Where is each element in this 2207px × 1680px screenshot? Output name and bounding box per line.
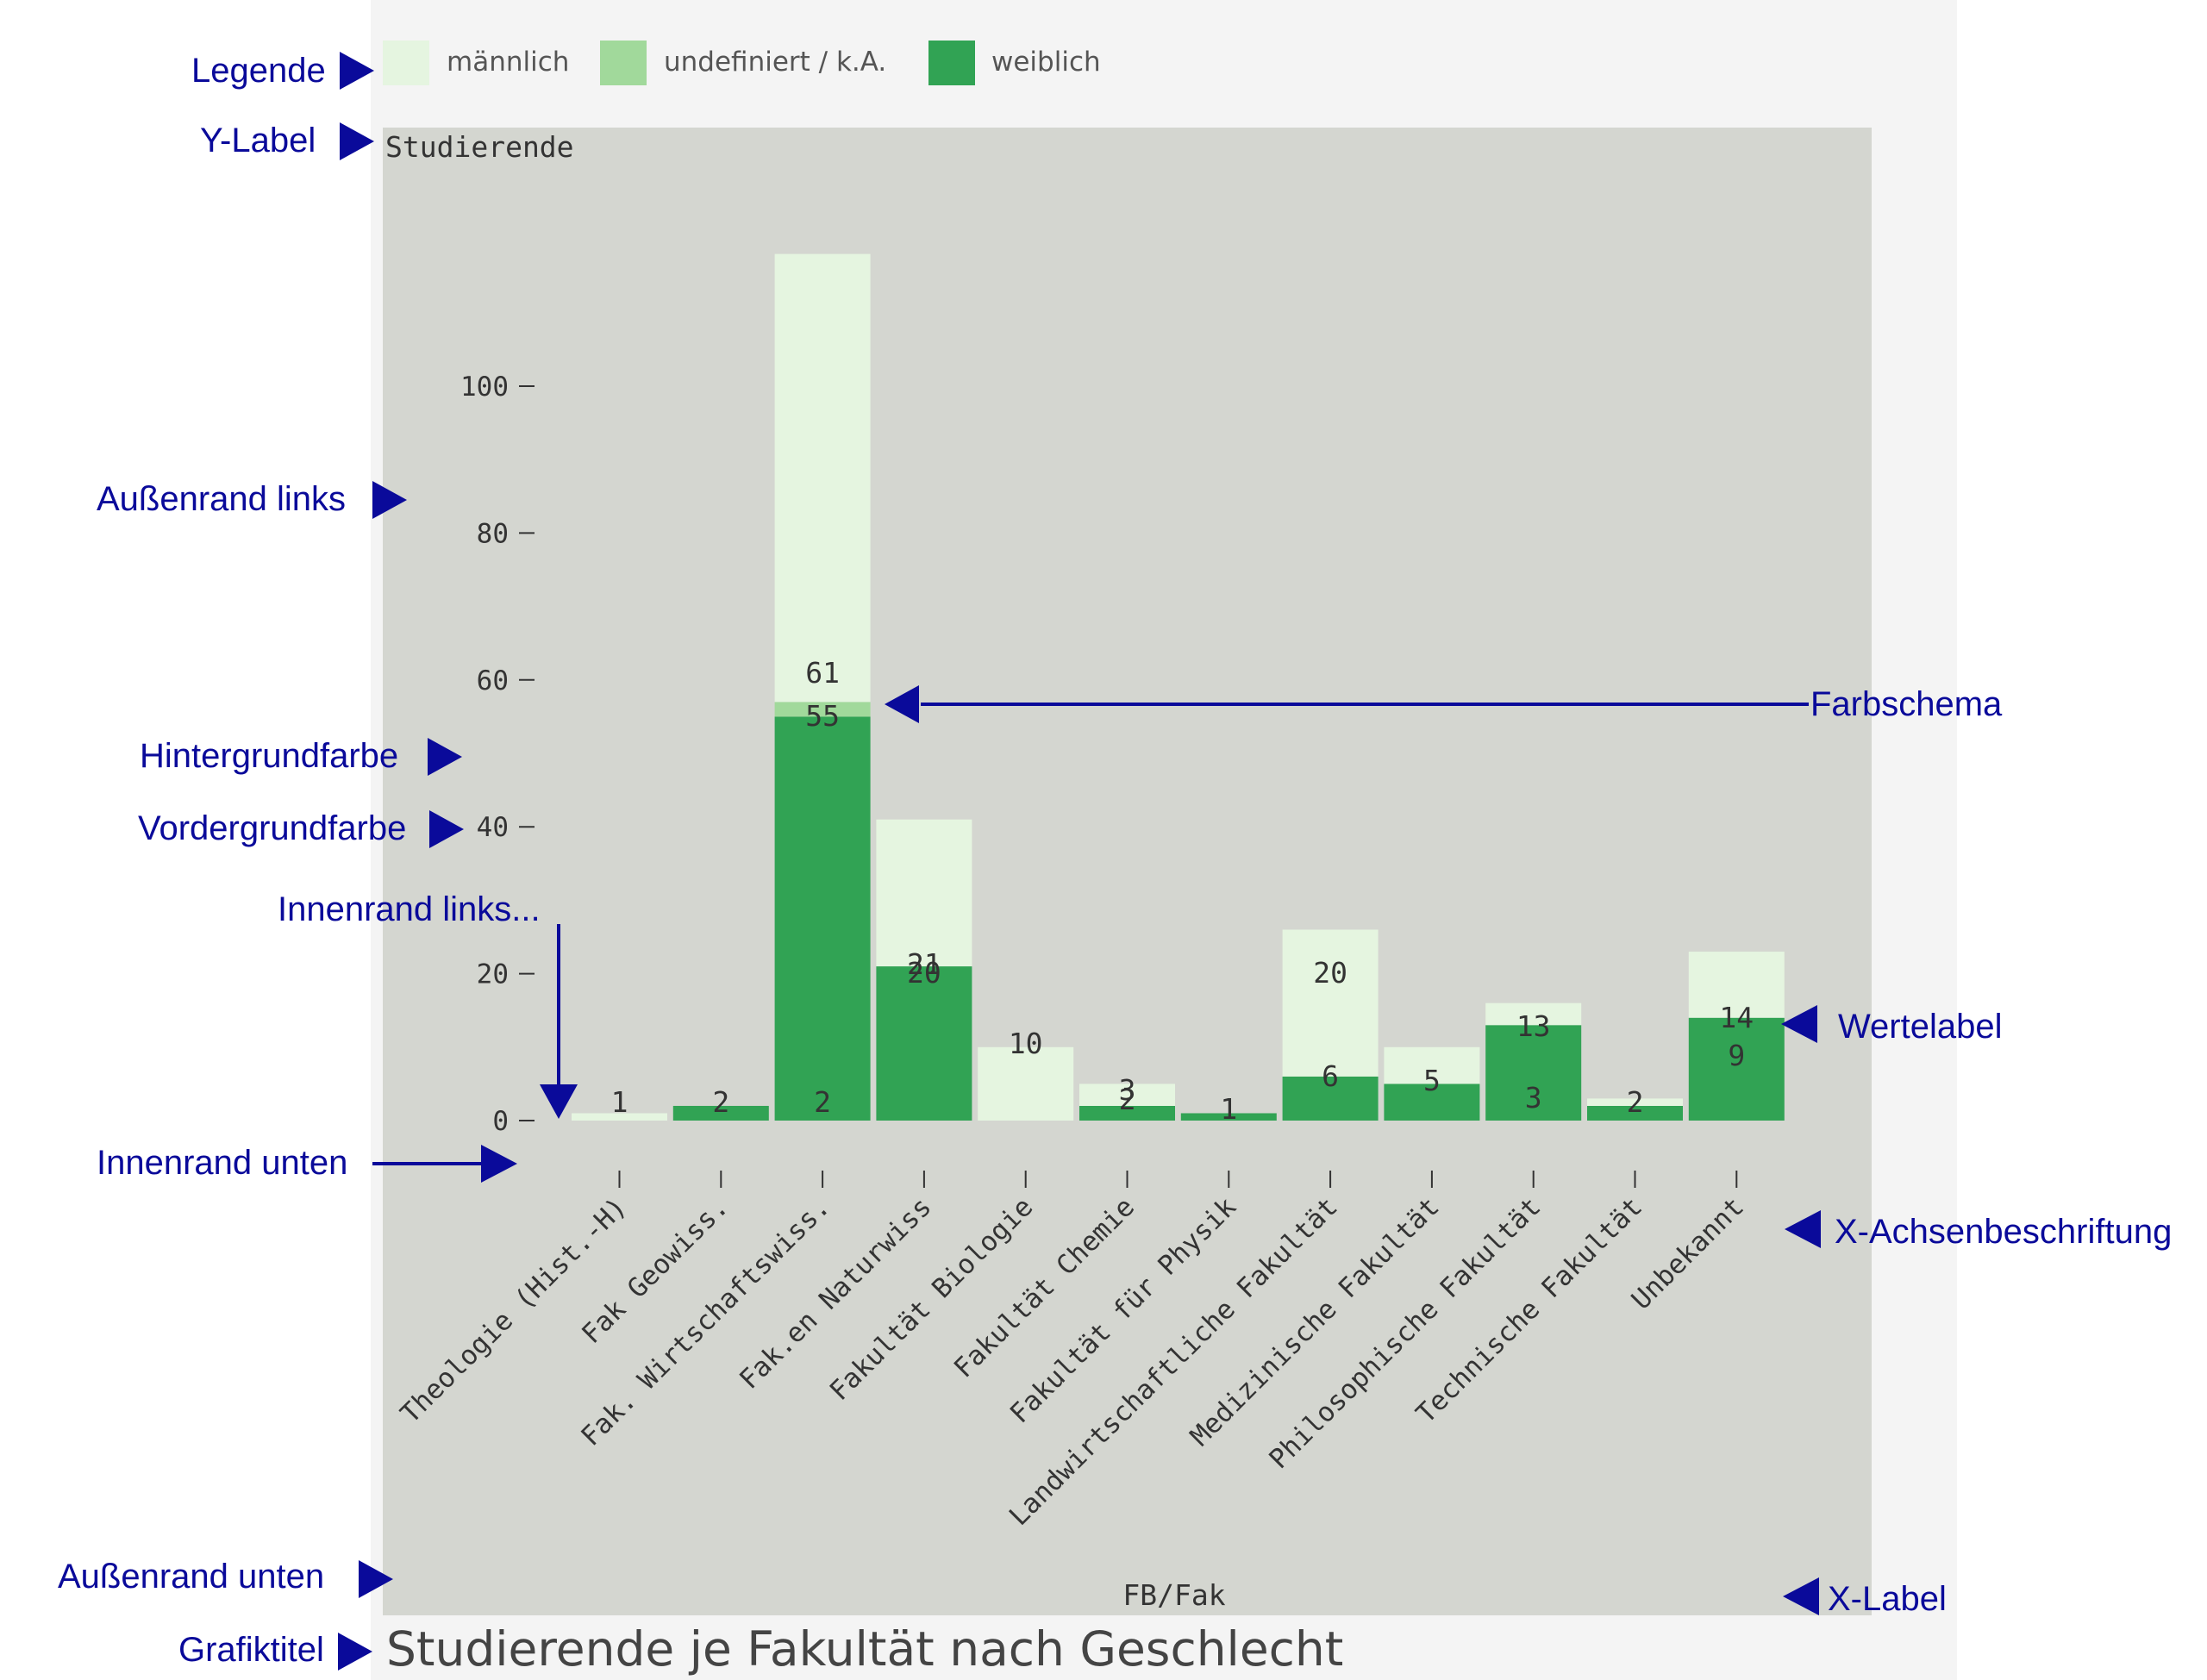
value-label: 6	[1322, 1059, 1339, 1093]
arrow-icon	[338, 1633, 372, 1671]
arrow-icon	[359, 1560, 393, 1598]
value-label: 5	[1423, 1064, 1441, 1097]
arrow-icon	[340, 122, 374, 160]
legend-label-undefiniert: undefiniert / k.A.	[664, 47, 886, 78]
value-label: 3	[1525, 1081, 1542, 1115]
bar-segment	[1282, 929, 1379, 1077]
plot-background	[383, 128, 1872, 1615]
chart-title: Studierende je Fakultät nach Geschlecht	[386, 1621, 1343, 1677]
annotations: Legende Y-Label Außenrand links Hintergr…	[58, 52, 2172, 1671]
bar-segment	[774, 253, 871, 703]
y-tick-label: 0	[492, 1106, 509, 1137]
annotation-innenrand-links: Innenrand links...	[278, 890, 541, 928]
arrow-icon	[1785, 1210, 1821, 1248]
bar-segment	[876, 966, 972, 1121]
y-axis-label: Studierende	[385, 130, 574, 164]
value-label: 9	[1728, 1039, 1745, 1072]
bar-segment	[1079, 1105, 1175, 1121]
arrow-icon	[885, 685, 919, 723]
arrow-icon	[1781, 1005, 1817, 1043]
arrow-icon	[540, 1084, 578, 1119]
value-label: 2	[712, 1085, 729, 1119]
value-label: 2	[1627, 1085, 1644, 1119]
annotation-hintergrundfarbe: Hintergrundfarbe	[140, 737, 398, 775]
bar-segment	[1384, 1084, 1480, 1121]
bar-segment	[1180, 1113, 1277, 1121]
annotation-farbschema: Farbschema	[1810, 685, 2003, 723]
value-label: 61	[805, 656, 840, 690]
arrow-icon	[1783, 1577, 1819, 1615]
bar-segment	[1485, 1025, 1582, 1121]
value-label: 21	[907, 947, 941, 981]
y-tick-label: 20	[477, 959, 509, 990]
annotation-x-label: X-Label	[1828, 1580, 1947, 1618]
arrow-icon	[429, 810, 464, 848]
legend-swatch-maennlich	[383, 41, 429, 85]
annotation-innenrand-unten: Innenrand unten	[97, 1144, 347, 1182]
annotation-vordergrundfarbe: Vordergrundfarbe	[138, 809, 406, 847]
legend-label-weiblich: weiblich	[991, 47, 1101, 78]
bar-segment	[1485, 1002, 1582, 1026]
bar-segment	[1079, 1084, 1175, 1106]
bar-segment	[774, 716, 871, 1121]
bar-segment	[1587, 1098, 1683, 1106]
y-tick-label: 60	[477, 665, 509, 696]
annotation-x-achsenbeschriftung: X-Achsenbeschriftung	[1835, 1213, 2172, 1251]
annotation-aussenrand-links: Außenrand links	[97, 480, 346, 518]
bar-segment	[672, 1105, 769, 1121]
bar-segment	[1384, 1046, 1480, 1084]
arrow-icon	[372, 481, 407, 519]
value-label: 2	[1119, 1083, 1136, 1116]
y-tick-label: 40	[477, 812, 509, 843]
value-label: 2	[814, 1085, 831, 1119]
bar-segment	[876, 819, 972, 967]
y-tick-label: 80	[477, 518, 509, 549]
annotation-wertelabel: Wertelabel	[1838, 1008, 2002, 1046]
value-label: 10	[1009, 1027, 1043, 1060]
annotation-y-label: Y-Label	[200, 122, 316, 159]
annotation-grafiktitel: Grafiktitel	[178, 1631, 324, 1669]
y-tick-label: 100	[460, 372, 509, 403]
arrow-icon	[340, 52, 374, 90]
value-label: 20	[907, 956, 941, 990]
bar-segment	[1587, 1105, 1683, 1121]
bar-segment	[1688, 1017, 1785, 1121]
legend-swatch-undefiniert	[600, 41, 647, 85]
legend: männlich undefiniert / k.A. weiblich	[383, 41, 1101, 85]
bar-segment	[774, 702, 871, 717]
x-axis-label: FB/Fak	[1122, 1578, 1225, 1612]
value-label: 14	[1719, 1001, 1754, 1034]
bar-segment	[572, 1113, 667, 1121]
y-axis: 0 20 40 60 80 100	[460, 372, 535, 1137]
arrow-icon	[481, 1145, 517, 1183]
bar-segment	[978, 1046, 1074, 1121]
value-label: 1	[611, 1085, 628, 1119]
value-label: 3	[1119, 1073, 1136, 1107]
arrow-icon	[428, 738, 462, 776]
value-label: 13	[1516, 1009, 1551, 1043]
bars	[572, 253, 1785, 1121]
legend-label-maennlich: männlich	[447, 47, 569, 78]
value-label: 20	[1313, 956, 1347, 990]
value-label: 55	[805, 699, 840, 733]
value-label: 1	[1220, 1092, 1237, 1126]
annotation-aussenrand-unten: Außenrand unten	[58, 1558, 324, 1596]
legend-swatch-weiblich	[928, 41, 975, 85]
annotation-legende: Legende	[191, 52, 326, 90]
bar-segment	[1282, 1076, 1379, 1121]
bar-segment	[1688, 952, 1785, 1018]
